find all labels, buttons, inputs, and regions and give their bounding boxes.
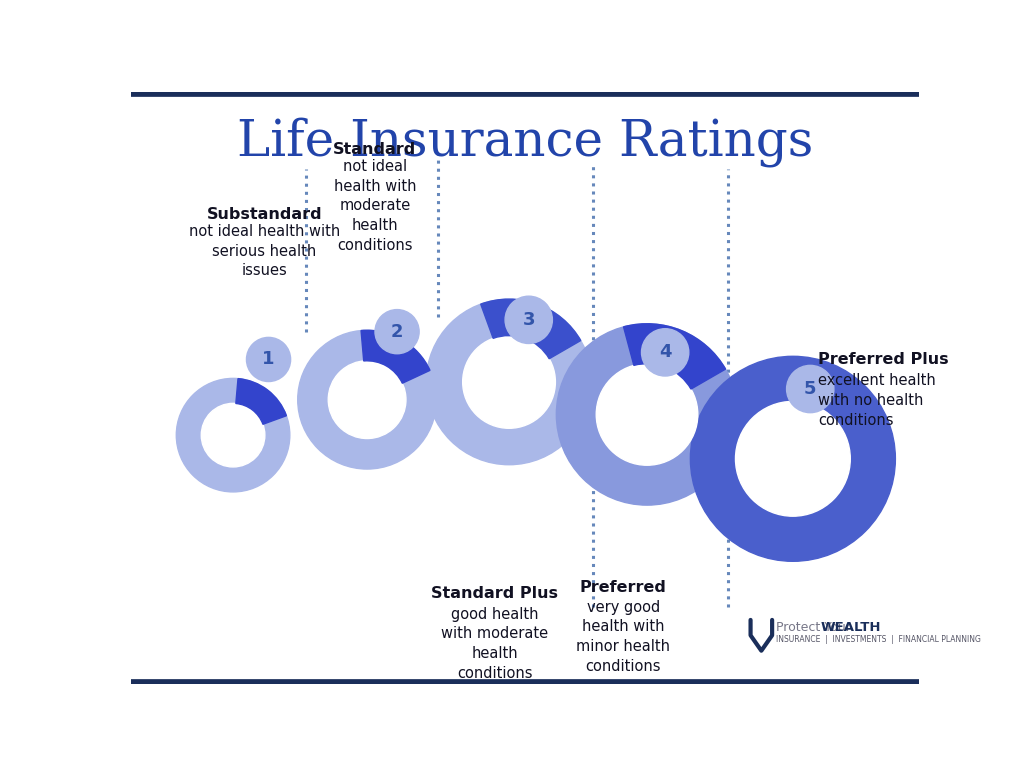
Circle shape — [786, 366, 834, 412]
Text: Life Insurance Ratings: Life Insurance Ratings — [237, 118, 813, 167]
Text: 3: 3 — [522, 311, 535, 329]
Text: very good
health with
minor health
conditions: very good health with minor health condi… — [577, 600, 671, 674]
Wedge shape — [361, 330, 430, 383]
Wedge shape — [236, 379, 287, 424]
Text: not ideal health with
serious health
issues: not ideal health with serious health iss… — [189, 223, 340, 278]
Text: 4: 4 — [658, 343, 672, 362]
Text: Preferred: Preferred — [580, 580, 667, 595]
Text: Standard: Standard — [334, 142, 417, 157]
Text: excellent health
with no health
conditions: excellent health with no health conditio… — [818, 373, 936, 428]
Text: Standard Plus: Standard Plus — [431, 586, 558, 601]
Circle shape — [426, 299, 592, 465]
Text: Substandard: Substandard — [207, 207, 323, 222]
Text: INSURANCE  |  INVESTMENTS  |  FINANCIAL PLANNING: INSURANCE | INVESTMENTS | FINANCIAL PLAN… — [776, 634, 981, 644]
Circle shape — [463, 336, 555, 429]
Text: good health
with moderate
health
conditions: good health with moderate health conditi… — [441, 607, 549, 681]
Text: 2: 2 — [391, 323, 403, 341]
Text: Protect Your: Protect Your — [776, 621, 855, 634]
Circle shape — [505, 296, 552, 343]
Circle shape — [247, 337, 291, 382]
Circle shape — [202, 403, 265, 467]
Circle shape — [735, 402, 850, 516]
Text: 1: 1 — [262, 350, 274, 369]
Circle shape — [298, 330, 436, 469]
Circle shape — [329, 361, 406, 439]
Circle shape — [556, 324, 737, 505]
Circle shape — [375, 310, 419, 354]
Text: not ideal
health with
moderate
health
conditions: not ideal health with moderate health co… — [334, 159, 416, 253]
Wedge shape — [480, 300, 581, 359]
Text: WEALTH: WEALTH — [820, 621, 881, 634]
Wedge shape — [624, 324, 726, 389]
Circle shape — [641, 329, 689, 376]
Text: Preferred Plus: Preferred Plus — [818, 353, 949, 367]
Circle shape — [176, 379, 290, 492]
Text: 5: 5 — [804, 380, 816, 398]
Circle shape — [690, 356, 895, 561]
Circle shape — [596, 364, 697, 465]
